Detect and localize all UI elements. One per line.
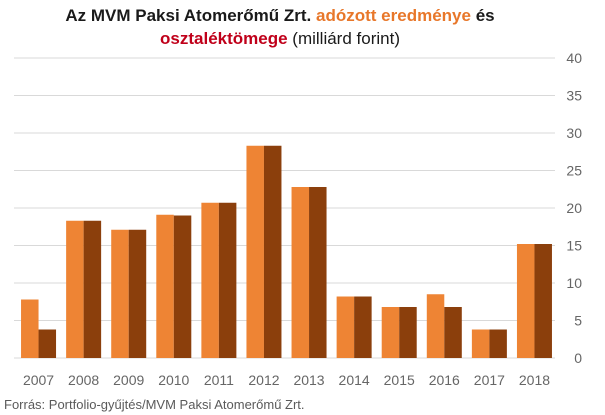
x-tick-label: 2007 [23,372,54,388]
title-series1: adózott eredménye [316,6,471,25]
bar [218,202,237,358]
x-tick-label: 2012 [248,372,279,388]
bar [534,244,552,358]
grid [14,57,555,359]
y-tick-label: 0 [574,350,582,366]
x-tick-label: 2010 [158,372,189,388]
bar [83,220,102,358]
x-tick-label: 2013 [293,372,324,388]
bar [336,296,355,358]
bar [173,215,192,358]
bar [426,294,445,358]
bar [471,329,490,358]
y-tick-label: 20 [566,200,582,216]
bar [246,145,264,358]
bar [128,229,147,358]
x-tick-label: 2009 [113,372,144,388]
title-prefix: Az MVM Paksi Atomerőmű Zrt. [65,6,312,25]
bar [444,307,462,358]
y-tick-label: 35 [566,88,582,104]
x-tick-label: 2018 [519,372,550,388]
bar [399,307,417,358]
x-tick-label: 2011 [204,372,234,388]
y-tick-label: 10 [566,275,582,291]
x-tick-label: 2016 [429,372,460,388]
chart-title: Az MVM Paksi Atomerőmű Zrt. adózott ered… [0,4,560,50]
bar [516,244,535,358]
bar [111,229,129,358]
y-tick-label: 30 [566,125,582,141]
bar [291,187,310,358]
y-tick-label: 5 [574,313,582,329]
y-tick-label: 15 [566,238,582,254]
bar [309,187,327,358]
x-tick-label: 2008 [68,372,99,388]
y-tick-label: 25 [566,163,582,179]
bar [201,202,219,358]
y-tick-label: 40 [566,50,582,66]
bar [354,296,372,358]
bars [21,145,552,358]
tick-labels: 0 5 10 15 20 25 30 35 40 2007 2008 2009 2010 2011 2012… [23,50,582,388]
bar [38,329,57,358]
title-series2: osztaléktömege [160,29,288,48]
bar [156,214,174,358]
x-tick-label: 2014 [339,372,370,388]
bar [489,329,507,358]
source-note: Forrás: Portfolio-gyűjtés/MVM Paksi Atom… [4,397,305,412]
bar [66,220,84,358]
bar [263,145,282,358]
bar [21,299,39,358]
x-tick-label: 2015 [384,372,415,388]
bar [381,307,400,358]
x-tick-label: 2017 [474,372,505,388]
title-unit: (milliárd forint) [292,29,400,48]
title-suffix: és [475,6,495,25]
